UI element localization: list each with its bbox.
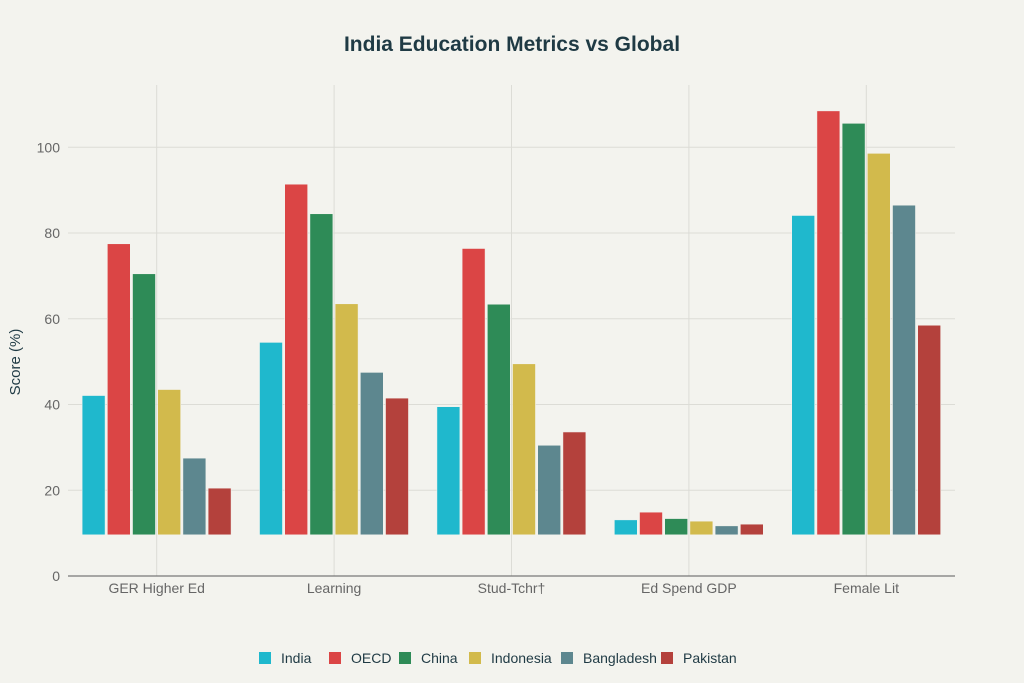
y-tick-label: 20 [44, 482, 60, 498]
bar-bangladesh [537, 444, 562, 536]
x-tick-label: Ed Spend GDP [641, 580, 737, 596]
bar-bangladesh [892, 204, 916, 536]
bar-bangladesh [182, 457, 207, 536]
bar-indonesia [334, 303, 359, 536]
x-tick-label: GER Higher Ed [108, 580, 204, 596]
bar-indonesia [866, 153, 891, 536]
bar-bangladesh [359, 372, 384, 536]
x-tick-label: Female Lit [834, 580, 899, 596]
y-tick-label: 0 [52, 568, 60, 584]
legend-swatch-pakistan [661, 652, 673, 664]
y-axis-label: Score (%) [7, 329, 24, 396]
y-tick-label: 100 [37, 139, 61, 155]
bar-china [132, 273, 156, 536]
legend-label-china: China [421, 650, 458, 666]
legend-label-india: India [281, 650, 312, 666]
bar-pakistan [562, 431, 587, 536]
legend-label-oecd: OECD [351, 650, 391, 666]
legend-swatch-india [259, 652, 271, 664]
bar-india [259, 342, 283, 536]
bar-bangladesh [714, 525, 739, 536]
bar-pakistan [385, 397, 409, 536]
bar-pakistan [207, 487, 232, 536]
legend-swatch-china [399, 652, 411, 664]
bar-oecd [284, 183, 309, 536]
y-tick-label: 60 [44, 311, 60, 327]
bar-pakistan [739, 523, 764, 536]
bar-china [309, 213, 334, 536]
y-tick-label: 40 [44, 397, 60, 413]
chart-title: India Education Metrics vs Global [344, 33, 680, 56]
legend-swatch-indonesia [469, 652, 481, 664]
bar-india [613, 519, 638, 536]
bar-oecd [639, 511, 663, 536]
bar-oecd [107, 243, 131, 536]
bar-india [81, 395, 106, 536]
x-tick-label: Learning [307, 580, 362, 596]
legend-swatch-oecd [329, 652, 341, 664]
x-tick-label: Stud-Tchr† [478, 580, 546, 596]
bar-india [436, 406, 461, 536]
bar-india [791, 215, 816, 536]
y-tick-label: 80 [44, 225, 60, 241]
bar-oecd [461, 248, 486, 536]
bar-indonesia [689, 520, 714, 536]
bar-indonesia [512, 363, 536, 536]
legend-swatch-bangladesh [561, 652, 573, 664]
legend-label-indonesia: Indonesia [491, 650, 552, 666]
bar-indonesia [157, 389, 181, 536]
legend-label-pakistan: Pakistan [683, 650, 737, 666]
bar-pakistan [917, 324, 942, 536]
legend-label-bangladesh: Bangladesh [583, 650, 657, 666]
bar-china [841, 122, 866, 536]
bar-china [486, 303, 511, 536]
bar-china [664, 518, 689, 536]
bar-oecd [816, 110, 841, 536]
